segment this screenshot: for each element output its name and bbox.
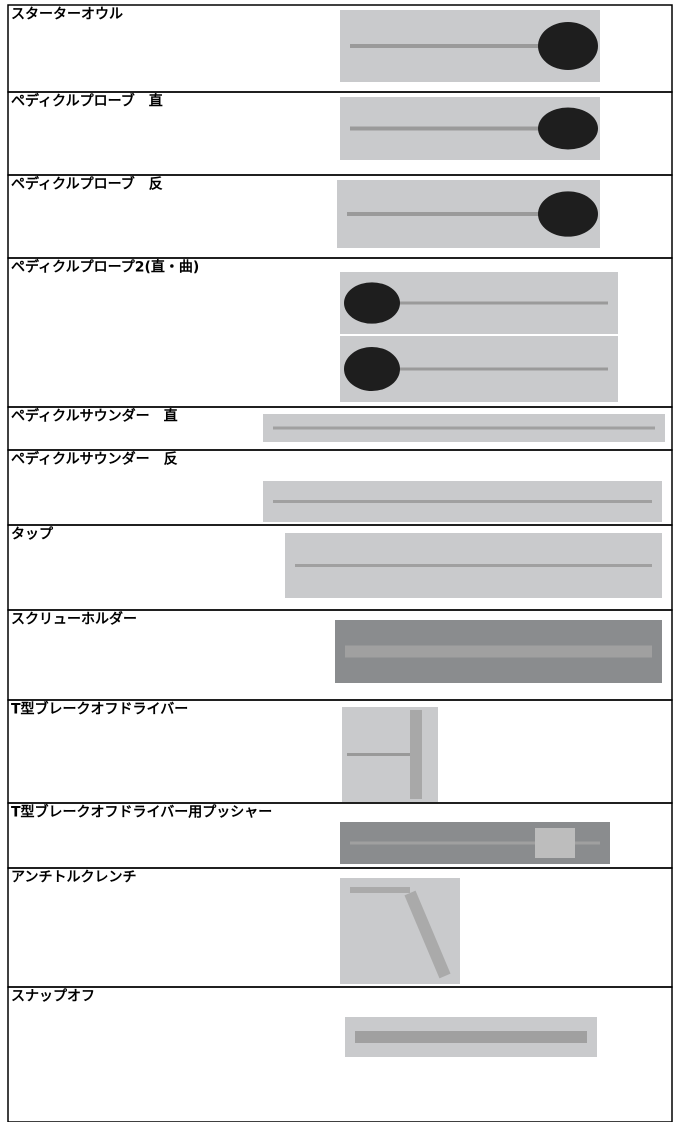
item-name: ペディクルプロープ2(直・曲) — [11, 259, 199, 276]
handle — [538, 191, 598, 237]
handle — [538, 107, 598, 150]
item-name: スクリューホルダー — [11, 611, 137, 628]
knob — [535, 828, 575, 858]
handle — [538, 22, 598, 70]
item-name: ペディクルサウンダー 反 — [11, 451, 178, 468]
item-name: ペディクルサウンダー 直 — [11, 408, 178, 425]
item-name: ペディクルプローブ 直 — [11, 93, 163, 110]
handle — [344, 282, 400, 324]
handle — [344, 347, 400, 391]
grip — [404, 890, 451, 979]
tee-bar — [410, 710, 422, 799]
item-name: タップ — [11, 527, 54, 543]
item-name: アンチトルクレンチ — [11, 870, 136, 886]
item-name: スナップオフ — [11, 989, 95, 1005]
item-name: ペディクルプローブ 反 — [11, 176, 163, 193]
item-name: T型ブレークオフドライバー — [11, 701, 188, 718]
item-name: T型ブレークオフドライバー用プッシャー — [11, 804, 272, 821]
item-name: スターターオウル — [11, 7, 123, 23]
row-cell — [7, 986, 673, 1122]
